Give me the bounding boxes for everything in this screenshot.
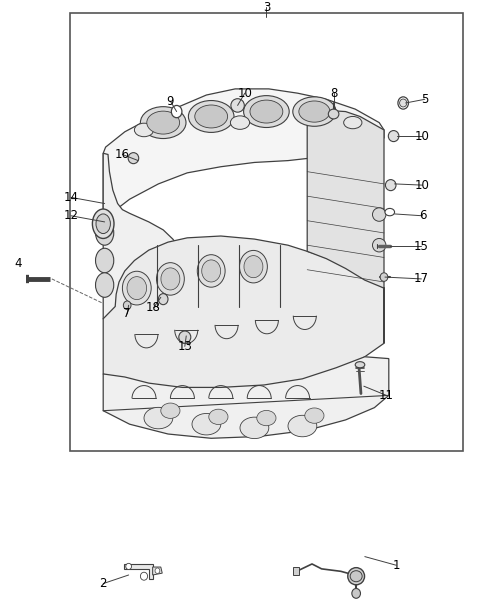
Text: 12: 12 bbox=[63, 209, 79, 223]
Polygon shape bbox=[124, 564, 153, 579]
Ellipse shape bbox=[385, 208, 395, 216]
Ellipse shape bbox=[126, 563, 132, 569]
Bar bbox=[70, 13, 463, 451]
Ellipse shape bbox=[144, 407, 173, 429]
Text: 5: 5 bbox=[421, 93, 429, 106]
Text: 9: 9 bbox=[167, 94, 174, 108]
Ellipse shape bbox=[156, 262, 184, 295]
Ellipse shape bbox=[380, 273, 388, 281]
Ellipse shape bbox=[240, 250, 267, 283]
Ellipse shape bbox=[134, 123, 154, 137]
Text: 10: 10 bbox=[415, 129, 430, 143]
Ellipse shape bbox=[257, 411, 276, 425]
Ellipse shape bbox=[352, 588, 360, 598]
Ellipse shape bbox=[188, 101, 234, 132]
Ellipse shape bbox=[250, 100, 283, 123]
Ellipse shape bbox=[231, 99, 244, 112]
Ellipse shape bbox=[385, 180, 396, 191]
Ellipse shape bbox=[128, 153, 139, 164]
Ellipse shape bbox=[122, 271, 151, 305]
Ellipse shape bbox=[96, 248, 114, 273]
Text: 17: 17 bbox=[414, 272, 429, 286]
Text: 13: 13 bbox=[178, 340, 192, 353]
Ellipse shape bbox=[155, 568, 160, 574]
Ellipse shape bbox=[140, 107, 186, 139]
Ellipse shape bbox=[355, 362, 365, 368]
Ellipse shape bbox=[96, 221, 114, 245]
Ellipse shape bbox=[161, 268, 180, 290]
Ellipse shape bbox=[127, 276, 146, 300]
Text: 10: 10 bbox=[415, 178, 430, 192]
Ellipse shape bbox=[372, 208, 386, 221]
Text: 14: 14 bbox=[63, 191, 79, 204]
Ellipse shape bbox=[158, 294, 168, 305]
Ellipse shape bbox=[192, 413, 221, 435]
Ellipse shape bbox=[299, 101, 330, 122]
Text: 8: 8 bbox=[330, 86, 337, 100]
Ellipse shape bbox=[96, 214, 110, 234]
Polygon shape bbox=[103, 89, 384, 216]
Text: 15: 15 bbox=[414, 240, 429, 253]
Polygon shape bbox=[307, 110, 384, 343]
Text: 10: 10 bbox=[238, 86, 252, 100]
Ellipse shape bbox=[372, 238, 386, 252]
Ellipse shape bbox=[161, 403, 180, 418]
Ellipse shape bbox=[240, 417, 269, 439]
Ellipse shape bbox=[328, 109, 339, 119]
Ellipse shape bbox=[305, 408, 324, 423]
Ellipse shape bbox=[244, 256, 263, 278]
Polygon shape bbox=[103, 357, 389, 438]
Ellipse shape bbox=[179, 331, 191, 343]
Ellipse shape bbox=[171, 105, 182, 118]
Text: 1: 1 bbox=[392, 558, 400, 572]
Text: 6: 6 bbox=[419, 209, 426, 223]
Ellipse shape bbox=[388, 131, 399, 142]
Text: 11: 11 bbox=[379, 389, 394, 402]
Ellipse shape bbox=[398, 97, 408, 109]
Ellipse shape bbox=[348, 568, 364, 585]
Ellipse shape bbox=[344, 116, 362, 129]
Ellipse shape bbox=[123, 301, 131, 310]
Text: 4: 4 bbox=[14, 257, 22, 270]
Polygon shape bbox=[293, 567, 299, 575]
Ellipse shape bbox=[244, 96, 289, 128]
Text: 3: 3 bbox=[263, 1, 270, 14]
Ellipse shape bbox=[92, 209, 114, 238]
Ellipse shape bbox=[96, 273, 114, 297]
Polygon shape bbox=[103, 236, 384, 403]
Ellipse shape bbox=[140, 573, 148, 580]
Polygon shape bbox=[153, 567, 162, 575]
Ellipse shape bbox=[350, 571, 362, 582]
Ellipse shape bbox=[195, 105, 228, 128]
Ellipse shape bbox=[230, 116, 250, 129]
Ellipse shape bbox=[197, 254, 225, 287]
Polygon shape bbox=[103, 153, 190, 346]
Ellipse shape bbox=[202, 260, 221, 282]
Text: 2: 2 bbox=[99, 577, 107, 590]
Ellipse shape bbox=[147, 111, 180, 134]
Ellipse shape bbox=[399, 99, 407, 107]
Ellipse shape bbox=[209, 409, 228, 424]
Ellipse shape bbox=[288, 416, 317, 436]
Text: 18: 18 bbox=[146, 301, 161, 314]
Ellipse shape bbox=[293, 97, 336, 126]
Text: 16: 16 bbox=[115, 148, 130, 161]
Text: 7: 7 bbox=[123, 307, 131, 321]
